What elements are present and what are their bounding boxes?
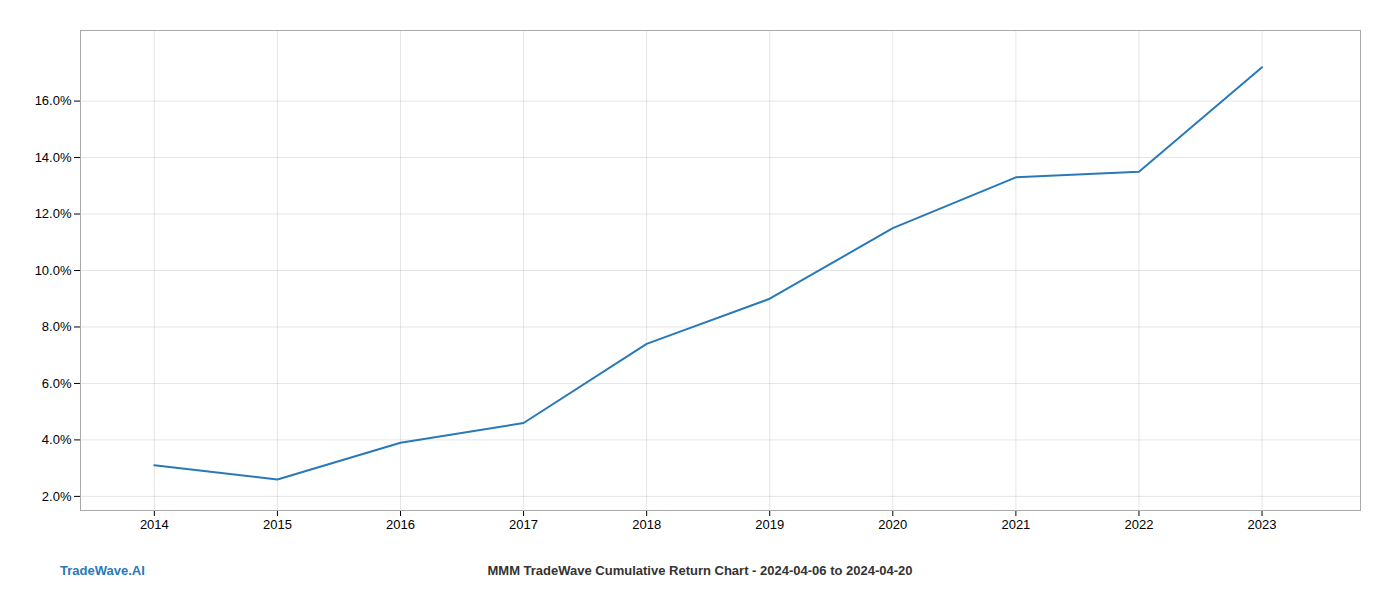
- svg-text:14.0%: 14.0%: [35, 150, 72, 165]
- svg-text:12.0%: 12.0%: [35, 206, 72, 221]
- svg-text:4.0%: 4.0%: [42, 432, 72, 447]
- svg-text:2018: 2018: [632, 517, 661, 532]
- svg-text:6.0%: 6.0%: [42, 376, 72, 391]
- svg-text:2015: 2015: [263, 517, 292, 532]
- svg-text:2021: 2021: [1001, 517, 1030, 532]
- svg-text:2020: 2020: [878, 517, 907, 532]
- svg-text:2.0%: 2.0%: [42, 489, 72, 504]
- svg-text:2014: 2014: [140, 517, 169, 532]
- svg-text:2022: 2022: [1125, 517, 1154, 532]
- svg-text:8.0%: 8.0%: [42, 319, 72, 334]
- svg-text:2017: 2017: [509, 517, 538, 532]
- svg-text:2019: 2019: [755, 517, 784, 532]
- html-text:TradeWave.AI: TradeWave.AI: [60, 563, 145, 578]
- svg-text:16.0%: 16.0%: [35, 93, 72, 108]
- svg-text:2023: 2023: [1248, 517, 1277, 532]
- svg-text:2016: 2016: [386, 517, 415, 532]
- svg-text:10.0%: 10.0%: [35, 263, 72, 278]
- html-text:MMM TradeWave Cumulative Retur: MMM TradeWave Cumulative Return Chart - …: [487, 563, 913, 578]
